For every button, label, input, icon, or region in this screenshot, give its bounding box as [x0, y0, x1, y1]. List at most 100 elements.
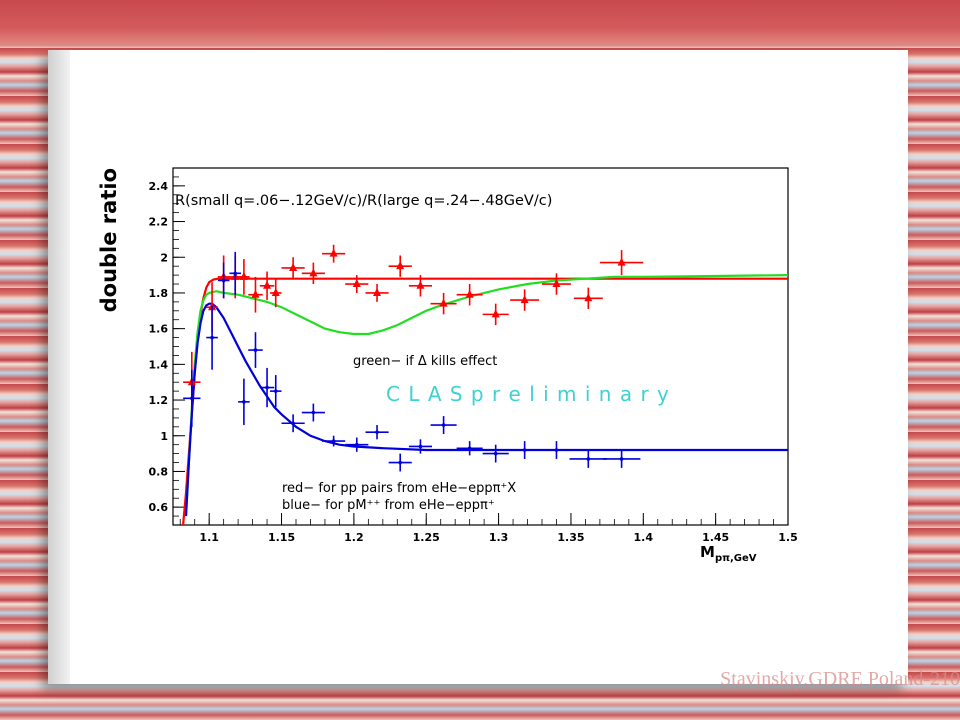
blue-data-point [259, 367, 275, 408]
red-data-point [322, 244, 346, 263]
triangle-marker [584, 293, 593, 302]
data-points [183, 244, 644, 472]
x-tick-label: 1.45 [702, 531, 729, 544]
red-data-point [259, 271, 275, 301]
x-axis-label-sub: pπ,GeV [715, 553, 757, 564]
star-marker [398, 460, 402, 465]
triangle-marker [552, 279, 561, 288]
star-marker [354, 442, 359, 447]
triangle-marker [263, 280, 272, 289]
red-data-point [430, 292, 457, 315]
plot-frame [172, 167, 789, 526]
blue-data-point [238, 378, 250, 426]
chart-title: R(small q=.06−.12GeV/c)/R(large q=.24−.4… [175, 193, 552, 209]
star-marker [291, 421, 295, 426]
y-tick-label: 1.2 [149, 394, 169, 407]
x-tick-label: 1.35 [557, 531, 584, 544]
red-data-point [238, 259, 250, 295]
star-marker [522, 448, 527, 452]
red-data-point [345, 275, 369, 293]
star-marker [210, 335, 214, 340]
axis-ticks: 0.6 0.8 1 1.2 1.4 1.6 1.8 2 2.2 2.4 1.1 1.15 1.2 1.25… [149, 167, 798, 544]
y-axis-label: double ratio [97, 168, 121, 312]
x-tick-label: 1.4 [634, 531, 654, 544]
slide-panel: double ratio R(small q=.06−.12GeV/c)/R(l… [48, 50, 908, 684]
triangle-marker [373, 287, 382, 296]
blue-data-point [217, 262, 230, 299]
blue-data-point [345, 437, 369, 452]
star-marker [619, 457, 624, 461]
y-tick-label: 1.6 [149, 323, 169, 336]
blue-data-point [510, 441, 540, 459]
y-tick-label: 1.4 [149, 358, 169, 371]
blue-data-point [482, 444, 509, 463]
y-tick-label: 1 [160, 430, 168, 443]
blue-data-point [388, 453, 412, 472]
blue-data-point [430, 416, 457, 434]
blue-data-point [269, 375, 282, 408]
blue-data-point [456, 441, 483, 456]
star-marker [233, 271, 238, 276]
y-tick-label: 2.2 [149, 216, 169, 229]
x-tick-label: 1.5 [778, 531, 798, 544]
red-data-point [408, 275, 433, 297]
blue-data-point [229, 251, 242, 295]
note-blue: blue− for pM⁺⁺ from eHe−eppπ⁺ [282, 498, 495, 513]
blue-data-point [301, 403, 325, 422]
triangle-marker [617, 257, 626, 266]
red-data-point [482, 303, 509, 326]
x-axis-label: Mpπ,GeV [700, 543, 757, 564]
y-tick-label: 1.8 [149, 287, 169, 300]
note-red: red− for pp pairs from eHe−eppπ⁺X [282, 481, 516, 496]
star-marker [467, 446, 472, 451]
note-green: green− if Δ kills effect [353, 354, 497, 369]
star-marker [311, 410, 316, 415]
star-marker [253, 348, 258, 352]
triangle-marker [239, 271, 248, 280]
star-marker [273, 389, 278, 393]
red-data-point [542, 273, 571, 295]
x-tick-label: 1.1 [199, 531, 219, 544]
triangle-marker [416, 280, 425, 289]
x-axis-label-main: M [700, 543, 715, 561]
star-marker [221, 278, 226, 283]
y-tick-label: 0.8 [149, 465, 169, 478]
blue-data-point [281, 414, 305, 433]
green-fit-curve [184, 274, 789, 517]
y-tick-label: 0.6 [149, 501, 169, 514]
x-tick-label: 1.2 [344, 531, 364, 544]
triangle-marker [289, 262, 298, 271]
red-data-point [510, 289, 540, 311]
background-band [0, 0, 960, 46]
blue-data-point [602, 450, 641, 468]
blue-data-point [365, 425, 389, 440]
blue-data-point [322, 435, 346, 447]
star-marker [190, 396, 194, 401]
triangle-marker [352, 279, 361, 288]
star-marker [331, 439, 336, 443]
chart: double ratio R(small q=.06−.12GeV/c)/R(l… [97, 167, 798, 564]
triangle-marker [439, 298, 448, 307]
x-tick-label: 1.15 [268, 531, 295, 544]
red-data-point [573, 287, 603, 310]
red-data-point [269, 278, 282, 308]
watermark: C L A S p r e l i m i n a r y [386, 382, 670, 406]
star-marker [554, 448, 559, 452]
triangle-marker [329, 248, 338, 257]
star-marker [242, 400, 246, 404]
red-data-point [388, 255, 412, 277]
star-marker [418, 444, 423, 449]
triangle-marker [251, 289, 260, 298]
star-marker [375, 430, 379, 434]
blue-data-point [569, 450, 608, 468]
triangle-marker [491, 309, 500, 318]
triangle-marker [309, 268, 318, 277]
star-marker [493, 451, 498, 456]
red-data-point [301, 262, 325, 285]
red-data-point [365, 284, 389, 302]
x-tick-label: 1.25 [413, 531, 440, 544]
blue-data-point [183, 369, 201, 427]
slide-shadow [48, 50, 70, 684]
red-data-point [599, 250, 644, 276]
slide-footer: Stavinskiy,GDRE Poland-210 [720, 668, 960, 690]
